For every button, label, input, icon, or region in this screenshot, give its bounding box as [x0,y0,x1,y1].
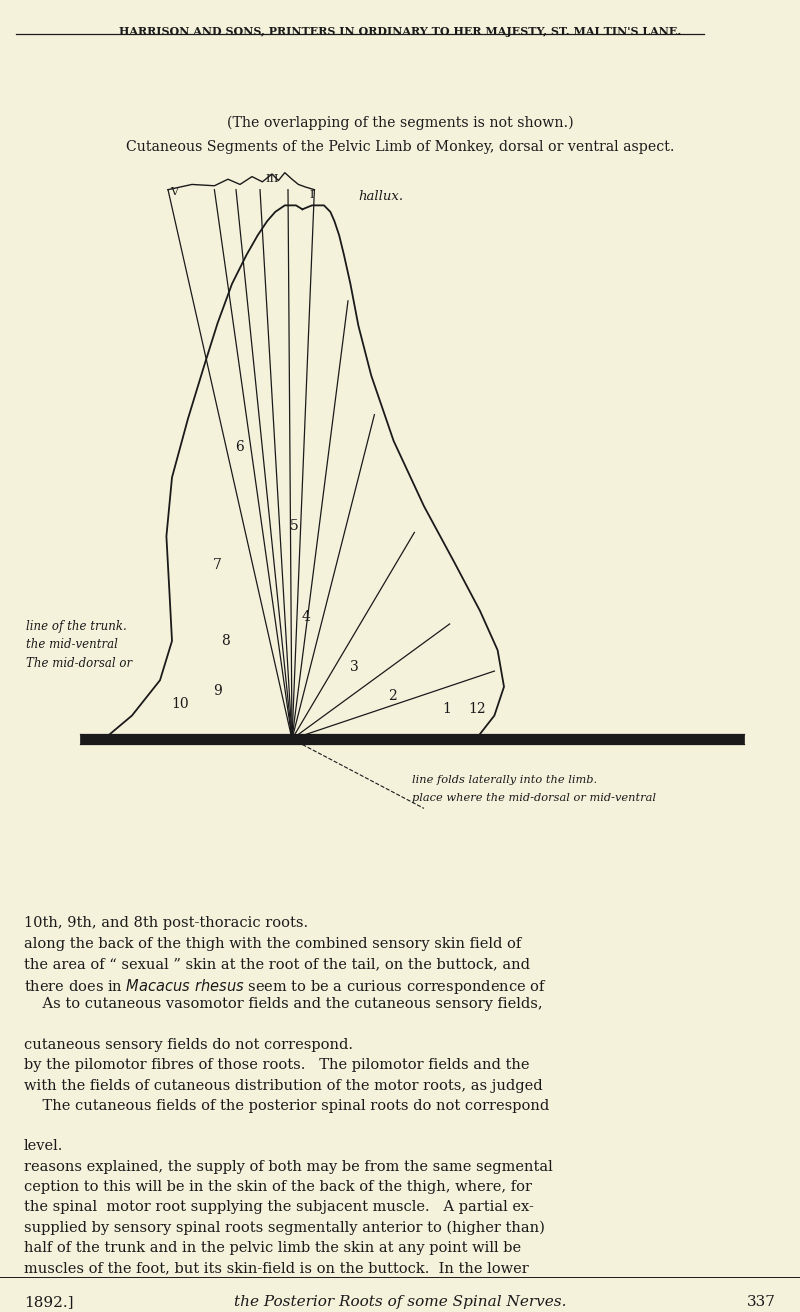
Text: along the back of the thigh with the combined sensory skin field of: along the back of the thigh with the com… [24,937,522,951]
Text: 8: 8 [222,634,230,648]
Text: ception to this will be in the skin of the back of the thigh, where, for: ception to this will be in the skin of t… [24,1179,532,1194]
Text: 10: 10 [171,697,189,711]
Text: muscles of the foot, but its skin-field is on the buttock.  In the lower: muscles of the foot, but its skin-field … [24,1261,529,1275]
Text: place where the mid-dorsal or mid-ventral: place where the mid-dorsal or mid-ventra… [412,794,656,803]
Text: 4: 4 [302,610,311,625]
Text: tail.: tail. [82,735,109,748]
Text: III: III [266,174,278,184]
Text: 1: 1 [442,702,451,716]
Text: by the pilomotor fibres of those roots.   The pilomotor fields and the: by the pilomotor fibres of those roots. … [24,1059,530,1072]
Text: (The overlapping of the segments is not shown.): (The overlapping of the segments is not … [226,115,574,130]
Text: The mid-dorsal or: The mid-dorsal or [26,657,132,669]
Text: 2: 2 [388,689,396,703]
Text: half of the trunk and in the pelvic limb the skin at any point will be: half of the trunk and in the pelvic limb… [24,1241,521,1254]
Text: The cutaneous fields of the posterior spinal roots do not correspond: The cutaneous fields of the posterior sp… [24,1099,550,1113]
Text: level.: level. [24,1139,63,1153]
Text: 6: 6 [236,441,244,454]
Bar [80,735,744,744]
Text: 3: 3 [350,660,358,674]
Text: there does in $\mathit{Macacus\ rhesus}$ seem to be a curious correspondence of: there does in $\mathit{Macacus\ rhesus}$… [24,977,546,996]
Text: 9: 9 [214,684,222,698]
Text: V: V [170,188,178,197]
Text: 7: 7 [213,558,222,572]
Text: line of the trunk.: line of the trunk. [26,621,126,634]
Text: 5: 5 [290,518,298,533]
Text: 10th, 9th, and 8th post-thoracic roots.: 10th, 9th, and 8th post-thoracic roots. [24,916,308,930]
Text: 12: 12 [469,702,486,716]
Text: with the fields of cutaneous distribution of the motor roots, as judged: with the fields of cutaneous distributio… [24,1078,542,1093]
Text: the spinal  motor root supplying the subjacent muscle.   A partial ex-: the spinal motor root supplying the subj… [24,1200,534,1214]
Text: reasons explained, the supply of both may be from the same segmental: reasons explained, the supply of both ma… [24,1160,553,1174]
Text: the area of “ sexual ” skin at the root of the tail, on the buttock, and: the area of “ sexual ” skin at the root … [24,956,530,971]
Text: I: I [310,190,314,199]
Text: As to cutaneous vasomotor fields and the cutaneous sensory fields,: As to cutaneous vasomotor fields and the… [24,997,542,1012]
Text: the Posterior Roots of some Spinal Nerves.: the Posterior Roots of some Spinal Nerve… [234,1295,566,1309]
Text: supplied by sensory spinal roots segmentally anterior to (higher than): supplied by sensory spinal roots segment… [24,1220,545,1235]
Text: 1892.]: 1892.] [24,1295,74,1309]
Text: 337: 337 [747,1295,776,1309]
Text: the mid-ventral: the mid-ventral [26,639,118,651]
Text: line folds laterally into the limb.: line folds laterally into the limb. [412,775,597,785]
Text: Cutaneous Segments of the Pelvic Limb of Monkey, dorsal or ventral aspect.: Cutaneous Segments of the Pelvic Limb of… [126,140,674,154]
Text: hallux.: hallux. [358,190,403,203]
Text: HARRISON AND SONS, PRINTERS IN ORDINARY TO HER MAJESTY, ST. MAI TIN'S LANE.: HARRISON AND SONS, PRINTERS IN ORDINARY … [119,26,681,37]
Text: — head.: — head. [583,735,640,748]
Text: cutaneous sensory fields do not correspond.: cutaneous sensory fields do not correspo… [24,1038,353,1052]
